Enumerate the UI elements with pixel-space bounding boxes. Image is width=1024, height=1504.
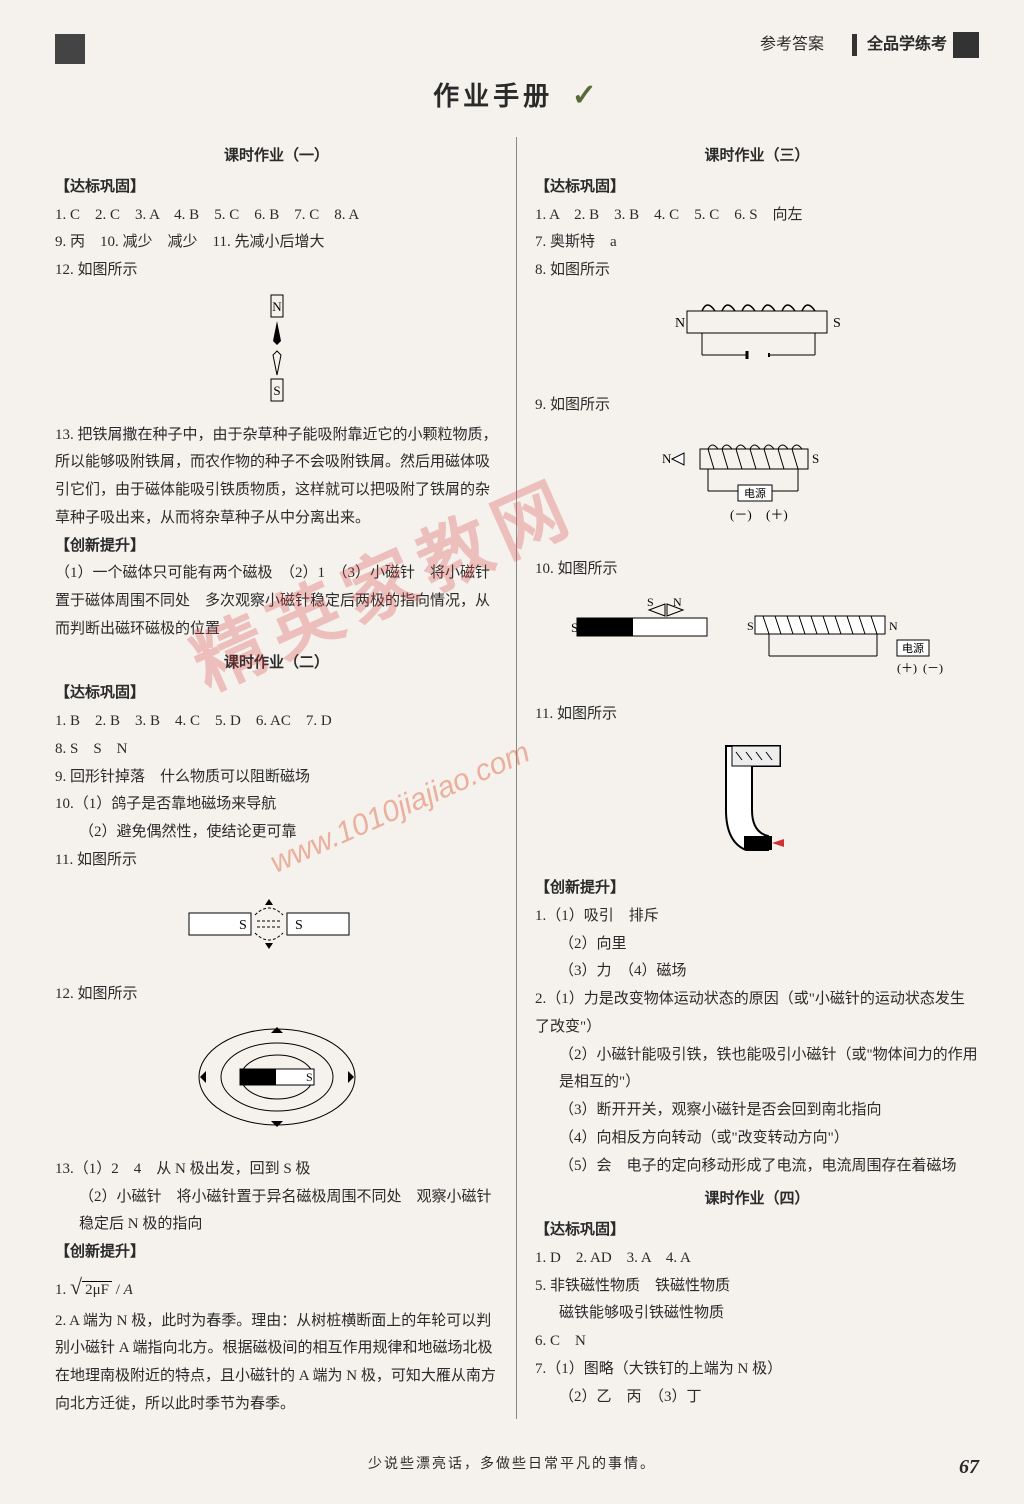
header-divider [852, 34, 857, 56]
text-line: 8. 如图所示 [535, 257, 979, 285]
text-line: 5. 非铁磁性物质 铁磁性物质 [535, 1273, 979, 1301]
text-line: 11. 如图所示 [55, 847, 498, 875]
text-line: 1. B 2. B 3. B 4. C 5. D 6. AC 7. D [55, 708, 498, 736]
svg-text:(－): (－) [730, 507, 752, 522]
svg-text:(＋): (＋) [897, 661, 917, 675]
text-line: 2. A 端为 N 极，此时为春季。理由：从树桩横断面上的年轮可以判别小磁针 A… [55, 1308, 498, 1419]
text-line: （2）小磁针能吸引铁，铁也能吸引小磁针（或"物体间力的作用是相互的"） [535, 1042, 979, 1098]
footer-quote: 少说些漂亮话，多做些日常平凡的事情。 [0, 1452, 1024, 1478]
svg-text:S: S [273, 383, 280, 398]
text-line: （3）力 （4）磁场 [535, 958, 979, 986]
text-line: 10.（1）鸽子是否靠地磁场来导航 [55, 791, 498, 819]
svg-text:N: N [272, 299, 282, 314]
formula-line: 1. √2μF / A [55, 1267, 498, 1308]
text-line: （2）避免偶然性，使结论更可靠 [55, 819, 498, 847]
text-line: （3）断开开关，观察小磁针是否会回到南北指向 [535, 1097, 979, 1125]
figure-bar-magnet-loops: S [55, 1017, 498, 1148]
svg-text:N: N [675, 316, 685, 331]
col-left: 课时作业（一） 【达标巩固】 1. C 2. C 3. A 4. B 5. C … [55, 137, 517, 1418]
dbgg-header: 【达标巩固】 [55, 680, 498, 708]
text-line: 9. 如图所示 [535, 392, 979, 420]
svg-text:N: N [662, 451, 672, 466]
figure-compass: N S [55, 293, 498, 414]
svg-text:N: N [889, 619, 898, 633]
text-line: 11. 如图所示 [535, 701, 979, 729]
text-line: （5）会 电子的定向移动形成了电流，电流周围存在着磁场 [535, 1153, 979, 1181]
lesson1-title: 课时作业（一） [55, 143, 498, 171]
svg-text:电源: 电源 [902, 641, 924, 655]
checkmark-icon: ✓ [572, 68, 601, 124]
svg-text:(－): (－) [923, 661, 943, 675]
text-line: 1. D 2. AD 3. A 4. A [535, 1245, 979, 1273]
cxts-header: 【创新提升】 [55, 1239, 498, 1267]
page-title: 作业手册 ✓ [55, 68, 979, 124]
svg-text:S: S [647, 595, 654, 609]
text-line: 磁铁能够吸引铁磁性物质 [535, 1300, 979, 1328]
text-line: 13.（1）2 4 从 N 极出发，回到 S 极 [55, 1156, 498, 1184]
text-line: （4）向相反方向转动（或"改变转动方向"） [535, 1125, 979, 1153]
page-title-text: 作业手册 [433, 82, 553, 111]
corner-marker-icon [55, 34, 85, 64]
figure-magnets-field: S S [55, 883, 498, 974]
text-line: （2）小磁针 将小磁针置于异名磁极周围不同处 观察小磁针稳定后 N 极的指向 [55, 1184, 498, 1240]
text-line: 12. 如图所示 [55, 981, 498, 1009]
svg-text:S: S [571, 620, 578, 635]
svg-text:S: S [239, 918, 247, 933]
figure-solenoid-2: N S 电源 (－) (＋) [535, 427, 979, 548]
page-number: 67 [959, 1449, 979, 1486]
text-line: 12. 如图所示 [55, 257, 498, 285]
dbgg-header: 【达标巩固】 [55, 174, 498, 202]
svg-text:S: S [747, 619, 754, 633]
text-line: 1.（1）吸引 排斥 [535, 903, 979, 931]
text-line: 1. C 2. C 3. A 4. B 5. C 6. B 7. C 8. A [55, 202, 498, 230]
text-line: 9. 回形针掉落 什么物质可以阻断磁场 [55, 764, 498, 792]
figure-u-magnet [535, 736, 979, 867]
svg-text:(＋): (＋) [766, 507, 788, 522]
text-line: 13. 把铁屑撒在种子中，由于杂草种子能吸附靠近它的小颗粒物质，所以能够吸附铁屑… [55, 422, 498, 533]
page: 参考答案 全品学练考 作业手册 ✓ 课时作业（一） 【达标巩固】 1. C 2.… [0, 0, 1024, 1504]
cxts-header: 【创新提升】 [55, 533, 498, 561]
svg-text:S: S [812, 451, 819, 466]
header: 参考答案 全品学练考 [55, 30, 979, 60]
svg-text:电源: 电源 [744, 486, 766, 500]
text-line: 7. 奥斯特 a [535, 229, 979, 257]
text-line: 2.（1）力是改变物体运动状态的原因（或"小磁针的运动状态发生了改变"） [535, 986, 979, 1042]
text-line: 8. S S N [55, 736, 498, 764]
text-line: （2）乙 丙 （3）丁 [535, 1384, 979, 1412]
svg-text:S: S [295, 918, 303, 933]
lesson4-title: 课时作业（四） [535, 1186, 979, 1214]
text-line: 9. 丙 10. 减少 减少 11. 先减小后增大 [55, 229, 498, 257]
figure-solenoid-3: S N S S N 电源 (＋) (－) [535, 592, 979, 693]
text-line: 1. A 2. B 3. B 4. C 5. C 6. S 向左 [535, 202, 979, 230]
figure-solenoid-1: N S [535, 293, 979, 384]
svg-text:S: S [306, 1070, 313, 1084]
columns: 课时作业（一） 【达标巩固】 1. C 2. C 3. A 4. B 5. C … [55, 137, 979, 1418]
text-line: 10. 如图所示 [535, 556, 979, 584]
brand-logo-icon [953, 32, 979, 58]
header-brand: 全品学练考 [867, 30, 947, 60]
col-right: 课时作业（三） 【达标巩固】 1. A 2. B 3. B 4. C 5. C … [517, 137, 979, 1418]
dbgg-header: 【达标巩固】 [535, 174, 979, 202]
lesson2-title: 课时作业（二） [55, 650, 498, 678]
text-line: 7.（1）图略（大铁钉的上端为 N 极） [535, 1356, 979, 1384]
header-answers: 参考答案 [760, 30, 824, 60]
text-line: （1）一个磁体只可能有两个磁极 （2）1 （3）小磁针 将小磁针置于磁体周围不同… [55, 560, 498, 643]
dbgg-header: 【达标巩固】 [535, 1217, 979, 1245]
text-line: （2）向里 [535, 931, 979, 959]
lesson3-title: 课时作业（三） [535, 143, 979, 171]
svg-text:S: S [833, 316, 841, 331]
cxts-header: 【创新提升】 [535, 875, 979, 903]
text-line: 6. C N [535, 1328, 979, 1356]
formula-index: 1. [55, 1282, 66, 1298]
